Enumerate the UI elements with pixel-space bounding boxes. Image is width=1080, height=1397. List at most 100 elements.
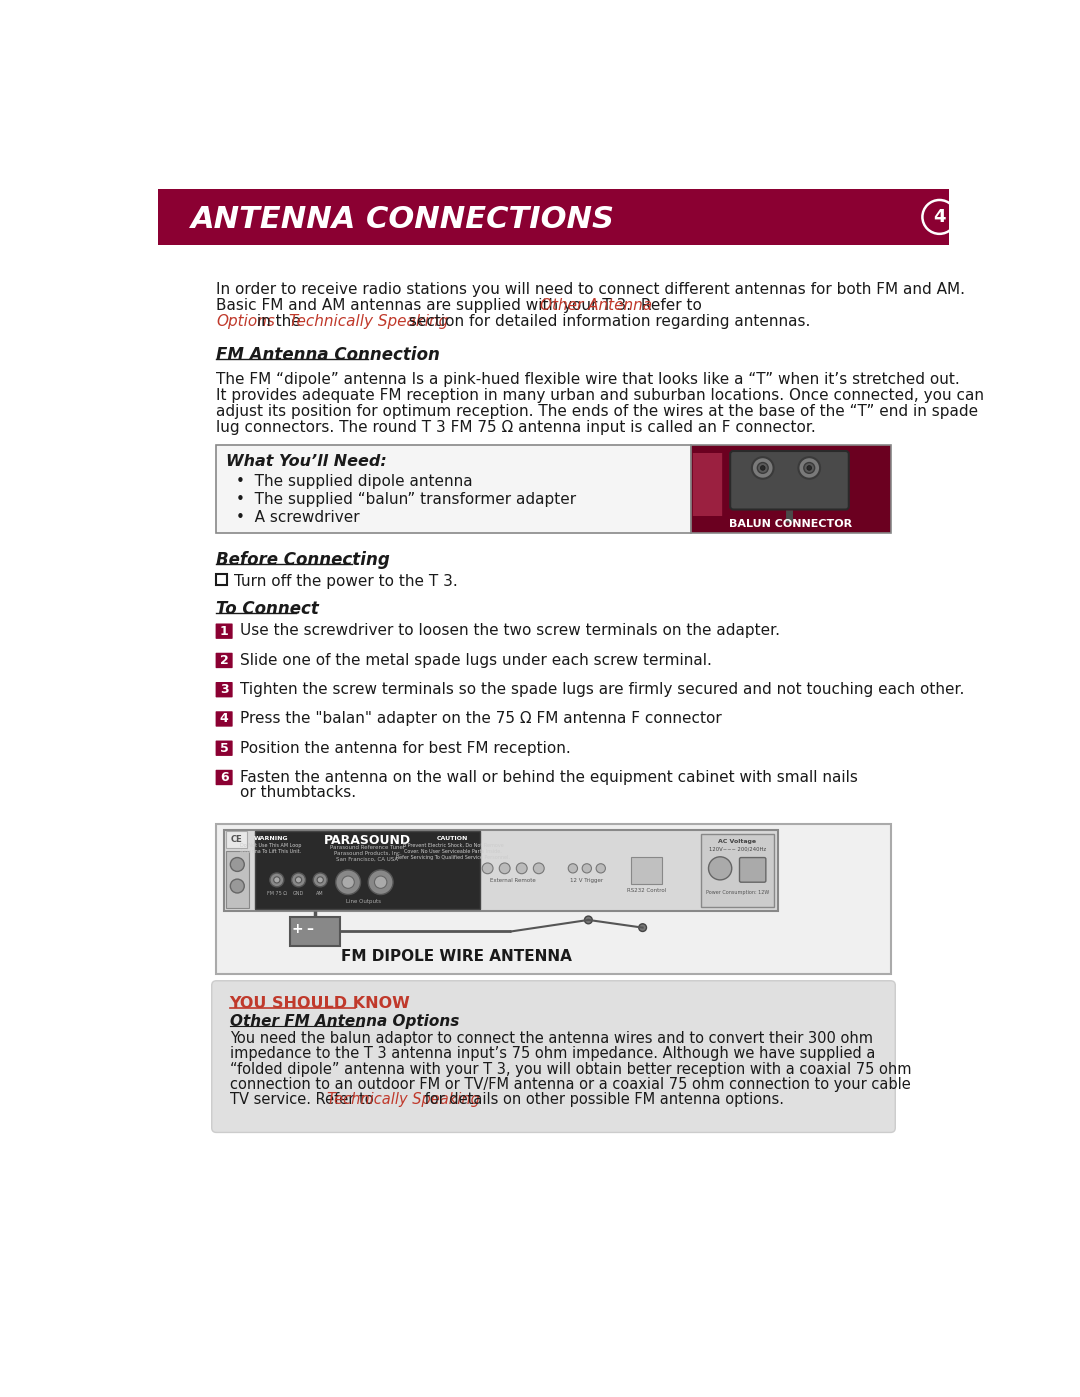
Text: •  The supplied “balun” transformer adapter: • The supplied “balun” transformer adapt…	[235, 492, 576, 507]
Text: Before Connecting: Before Connecting	[216, 550, 390, 569]
Circle shape	[708, 856, 732, 880]
Text: AM: AM	[316, 891, 324, 897]
Text: +: +	[292, 922, 303, 936]
Circle shape	[798, 457, 820, 479]
Circle shape	[638, 923, 647, 932]
Text: CE: CE	[231, 835, 242, 844]
Text: 4: 4	[219, 712, 229, 725]
Text: Other Antenna: Other Antenna	[540, 298, 652, 313]
Text: Slide one of the metal spade lugs under each screw terminal.: Slide one of the metal spade lugs under …	[240, 652, 712, 668]
Text: in the: in the	[252, 314, 306, 328]
Text: Parasound Reference Tuner
Parasound Products, Inc.
San Francisco, CA USA: Parasound Reference Tuner Parasound Prod…	[329, 845, 405, 862]
Text: To Prevent Electric Shock, Do Not Remove
Cover. No User Serviceable Parts Inside: To Prevent Electric Shock, Do Not Remove…	[395, 842, 510, 859]
Circle shape	[584, 916, 592, 923]
Text: In order to receive radio stations you will need to connect different antennas f: In order to receive radio stations you w…	[216, 282, 966, 296]
FancyBboxPatch shape	[225, 830, 779, 911]
Text: impedance to the T 3 antenna input’s 75 ohm impedance. Although we have supplied: impedance to the T 3 antenna input’s 75 …	[230, 1046, 875, 1062]
Text: connection to an outdoor FM or TV/FM antenna or a coaxial 75 ohm connection to y: connection to an outdoor FM or TV/FM ant…	[230, 1077, 910, 1092]
Circle shape	[568, 863, 578, 873]
Text: The FM “dipole” antenna Is a pink-hued flexible wire that looks like a “T” when : The FM “dipole” antenna Is a pink-hued f…	[216, 372, 960, 387]
Text: FM DIPOLE WIRE ANTENNA: FM DIPOLE WIRE ANTENNA	[341, 949, 572, 964]
Text: To Connect: To Connect	[216, 601, 320, 619]
Text: Power Consumption: 12W: Power Consumption: 12W	[705, 890, 769, 895]
Circle shape	[752, 457, 773, 479]
Circle shape	[336, 870, 361, 894]
Circle shape	[375, 876, 387, 888]
Circle shape	[760, 465, 765, 471]
Text: 2: 2	[219, 654, 229, 666]
Circle shape	[273, 877, 280, 883]
FancyBboxPatch shape	[291, 916, 340, 946]
Circle shape	[807, 465, 811, 471]
Text: Turn off the power to the T 3.: Turn off the power to the T 3.	[234, 574, 458, 590]
Text: WARNING: WARNING	[254, 835, 288, 841]
Circle shape	[296, 877, 301, 883]
Circle shape	[482, 863, 494, 873]
Text: 3: 3	[220, 683, 229, 696]
Text: YOU SHOULD KNOW: YOU SHOULD KNOW	[230, 996, 410, 1011]
Text: It provides adequate FM reception in many urban and suburban locations. Once con: It provides adequate FM reception in man…	[216, 388, 984, 402]
Text: adjust its position for optimum reception. The ends of the wires at the base of : adjust its position for optimum receptio…	[216, 404, 978, 419]
Text: You need the balun adaptor to connect the antenna wires and to convert their 300: You need the balun adaptor to connect th…	[230, 1031, 873, 1046]
Circle shape	[230, 879, 244, 893]
Text: TV service. Refer to: TV service. Refer to	[230, 1092, 378, 1108]
Text: Fasten the antenna on the wall or behind the equipment cabinet with small nails: Fasten the antenna on the wall or behind…	[240, 770, 858, 785]
Circle shape	[270, 873, 284, 887]
Text: 1: 1	[219, 624, 229, 637]
FancyBboxPatch shape	[226, 831, 247, 848]
Text: FM Antenna Connection: FM Antenna Connection	[216, 346, 441, 365]
Text: 120V~~~ 200/240Hz: 120V~~~ 200/240Hz	[708, 847, 766, 852]
Text: for details on other possible FM antenna options.: for details on other possible FM antenna…	[420, 1092, 784, 1108]
FancyBboxPatch shape	[701, 834, 774, 907]
Text: Use the screwdriver to loosen the two screw terminals on the adapter.: Use the screwdriver to loosen the two sc…	[240, 623, 780, 638]
Circle shape	[582, 863, 592, 873]
Circle shape	[534, 863, 544, 873]
Text: Tighten the screw terminals so the spade lugs are firmly secured and not touchin: Tighten the screw terminals so the spade…	[240, 682, 964, 697]
FancyBboxPatch shape	[216, 711, 232, 726]
Circle shape	[757, 462, 768, 474]
Text: –: –	[306, 922, 313, 936]
Text: “folded dipole” antenna with your T 3, you will obtain better reception with a c: “folded dipole” antenna with your T 3, y…	[230, 1062, 912, 1077]
Text: 6: 6	[220, 771, 229, 784]
Text: CAUTION: CAUTION	[437, 835, 469, 841]
FancyBboxPatch shape	[216, 824, 891, 974]
Text: section for detailed information regarding antennas.: section for detailed information regardi…	[404, 314, 810, 328]
Circle shape	[516, 863, 527, 873]
Text: Basic FM and AM antennas are supplied with your T 3.  Refer to: Basic FM and AM antennas are supplied wi…	[216, 298, 707, 313]
Text: 5: 5	[219, 742, 229, 754]
Circle shape	[292, 873, 306, 887]
FancyBboxPatch shape	[631, 856, 662, 884]
Text: Line Outputs: Line Outputs	[346, 900, 381, 904]
Circle shape	[596, 863, 606, 873]
FancyBboxPatch shape	[740, 858, 766, 882]
Text: Options: Options	[216, 314, 275, 328]
Circle shape	[313, 873, 327, 887]
Text: AC Voltage: AC Voltage	[718, 840, 756, 844]
Text: 12 V Trigger: 12 V Trigger	[570, 877, 604, 883]
FancyBboxPatch shape	[216, 740, 232, 756]
Text: ANTENNA CONNECTIONS: ANTENNA CONNECTIONS	[191, 205, 615, 235]
FancyBboxPatch shape	[216, 652, 232, 668]
FancyBboxPatch shape	[255, 831, 480, 909]
Circle shape	[804, 462, 814, 474]
FancyBboxPatch shape	[216, 444, 691, 534]
Text: Technically Speaking: Technically Speaking	[289, 314, 448, 328]
FancyBboxPatch shape	[159, 189, 948, 244]
FancyBboxPatch shape	[216, 770, 232, 785]
Text: Do Not Use This AM Loop
Antenna To Lift This Unit.: Do Not Use This AM Loop Antenna To Lift …	[240, 842, 301, 854]
FancyBboxPatch shape	[730, 451, 849, 510]
Circle shape	[368, 870, 393, 894]
Text: GND: GND	[293, 891, 305, 897]
Text: RS232 Control: RS232 Control	[626, 887, 666, 893]
Text: •  A screwdriver: • A screwdriver	[235, 510, 360, 524]
Text: PARASOUND: PARASOUND	[324, 834, 411, 847]
Text: or thumbtacks.: or thumbtacks.	[240, 785, 355, 800]
Text: What You’ll Need:: What You’ll Need:	[227, 454, 388, 469]
Text: BALUN CONNECTOR: BALUN CONNECTOR	[729, 518, 852, 529]
FancyBboxPatch shape	[212, 981, 895, 1133]
Text: 4: 4	[933, 208, 946, 226]
FancyBboxPatch shape	[216, 623, 232, 638]
Circle shape	[342, 876, 354, 888]
FancyBboxPatch shape	[691, 444, 891, 534]
Circle shape	[230, 858, 244, 872]
